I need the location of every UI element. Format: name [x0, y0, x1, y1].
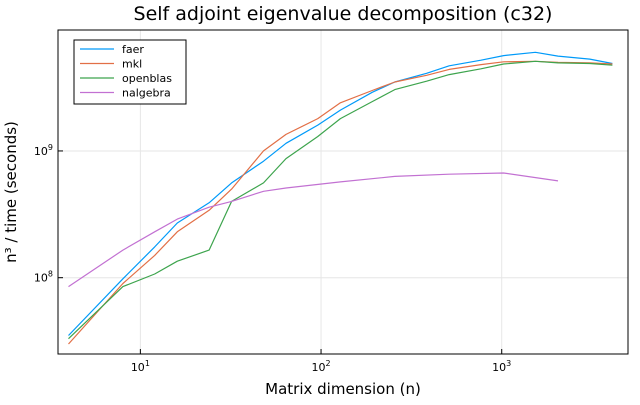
- legend-label-nalgebra: nalgebra: [122, 87, 171, 100]
- x-tick-label: 101: [131, 359, 150, 374]
- series-line-nalgebra: [68, 172, 559, 288]
- ticks: 101 102 103 108 109: [34, 143, 511, 374]
- x-tick-label: 103: [492, 359, 511, 374]
- legend-box: [73, 39, 187, 105]
- y-axis-label: n³ / time (seconds): [2, 121, 20, 263]
- series-line-openblas: [68, 60, 613, 340]
- y-tick-label: 108: [34, 270, 53, 285]
- legend-label-openblas: openblas: [122, 72, 172, 85]
- plot-frame: [57, 29, 629, 355]
- grid: [58, 30, 628, 354]
- series-line-faer: [68, 51, 613, 336]
- x-axis-label: Matrix dimension (n): [265, 380, 421, 398]
- x-tick-label: 102: [311, 359, 330, 374]
- chart-title: Self adjoint eigenvalue decomposition (c…: [134, 3, 553, 25]
- series: [68, 51, 613, 345]
- y-tick-label: 109: [34, 143, 53, 158]
- legend-label-mkl: mkl: [122, 58, 142, 71]
- legend-label-faer: faer: [122, 43, 144, 56]
